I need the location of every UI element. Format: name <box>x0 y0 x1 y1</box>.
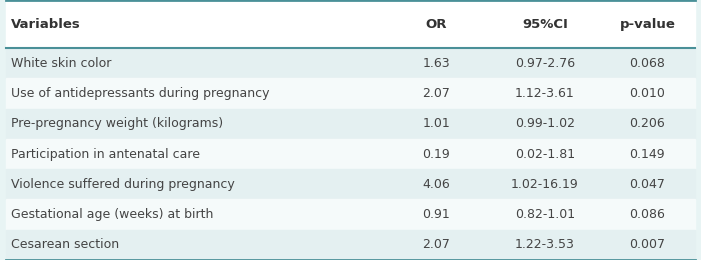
Text: 1.12-3.61: 1.12-3.61 <box>515 87 575 100</box>
Text: 0.007: 0.007 <box>629 238 665 251</box>
Text: Participation in antenatal care: Participation in antenatal care <box>11 148 200 161</box>
Text: 0.047: 0.047 <box>629 178 665 191</box>
Text: 0.206: 0.206 <box>629 117 665 130</box>
Bar <box>6 109 695 139</box>
Text: 0.010: 0.010 <box>629 87 665 100</box>
Text: White skin color: White skin color <box>11 57 111 70</box>
Bar <box>6 139 695 169</box>
Bar <box>6 169 695 199</box>
Text: 0.97-2.76: 0.97-2.76 <box>515 57 575 70</box>
Text: Pre-pregnancy weight (kilograms): Pre-pregnancy weight (kilograms) <box>11 117 224 130</box>
Text: 1.02-16.19: 1.02-16.19 <box>511 178 579 191</box>
Text: Violence suffered during pregnancy: Violence suffered during pregnancy <box>11 178 235 191</box>
Text: 0.086: 0.086 <box>629 208 665 221</box>
Text: 0.02-1.81: 0.02-1.81 <box>515 148 575 161</box>
Bar <box>6 230 695 260</box>
Text: 1.01: 1.01 <box>423 117 450 130</box>
Bar <box>6 48 695 78</box>
Text: Cesarean section: Cesarean section <box>11 238 119 251</box>
Text: p-value: p-value <box>620 18 675 31</box>
Text: Use of antidepressants during pregnancy: Use of antidepressants during pregnancy <box>11 87 270 100</box>
Bar <box>6 0 695 48</box>
Text: 4.06: 4.06 <box>423 178 450 191</box>
Text: 0.19: 0.19 <box>423 148 450 161</box>
Text: 1.22-3.53: 1.22-3.53 <box>515 238 575 251</box>
Text: 1.63: 1.63 <box>423 57 450 70</box>
Text: Gestational age (weeks) at birth: Gestational age (weeks) at birth <box>11 208 214 221</box>
Text: 0.99-1.02: 0.99-1.02 <box>515 117 575 130</box>
Text: 0.91: 0.91 <box>423 208 450 221</box>
Text: 2.07: 2.07 <box>423 238 450 251</box>
Text: Variables: Variables <box>11 18 81 31</box>
Text: 0.068: 0.068 <box>629 57 665 70</box>
Text: 95%CI: 95%CI <box>522 18 568 31</box>
Text: OR: OR <box>426 18 447 31</box>
Text: 0.82-1.01: 0.82-1.01 <box>515 208 575 221</box>
Bar <box>6 199 695 230</box>
Bar <box>6 78 695 109</box>
Text: 2.07: 2.07 <box>423 87 450 100</box>
Text: 0.149: 0.149 <box>629 148 665 161</box>
